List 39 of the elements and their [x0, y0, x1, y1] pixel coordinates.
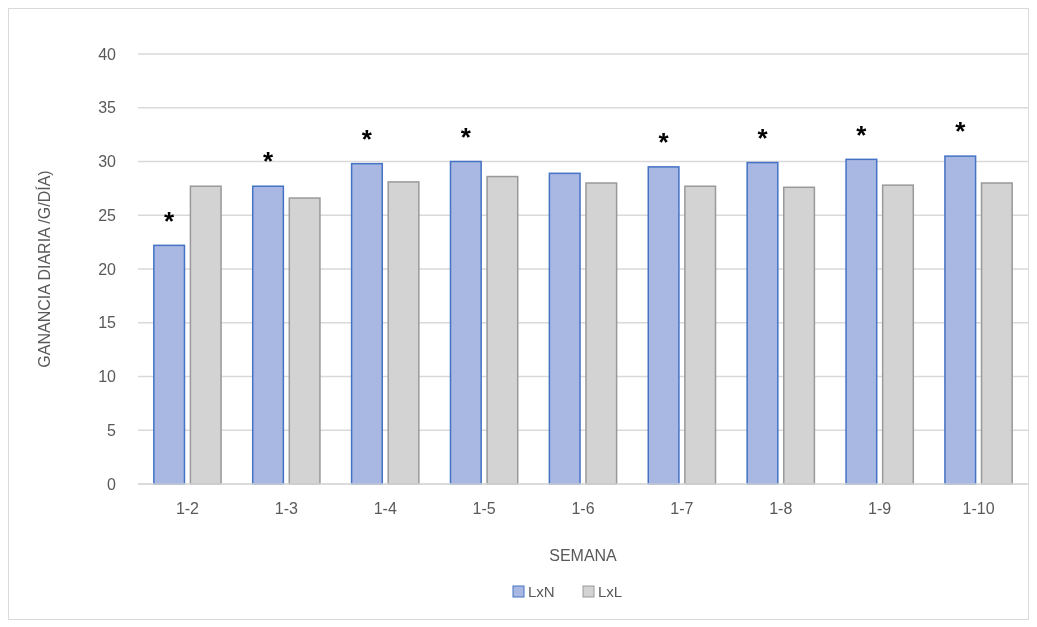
y-tick-label: 40: [98, 45, 117, 63]
annotation: *: [955, 116, 967, 147]
x-tick-label: 1-8: [769, 500, 793, 517]
x-tick-label: 1-6: [571, 500, 595, 517]
bar: [449, 160, 482, 485]
legend-label: LxN: [528, 583, 555, 600]
bar: [845, 158, 878, 485]
x-tick-label: 1-5: [472, 500, 496, 517]
bar: [548, 172, 581, 485]
y-tick-label: 25: [98, 206, 117, 224]
y-tick-label: 15: [98, 314, 117, 332]
bar: [746, 161, 779, 485]
bar: [350, 162, 384, 485]
annotation: *: [262, 146, 274, 177]
annotation: *: [757, 122, 769, 153]
annotation: *: [658, 127, 670, 158]
y-tick-label: 35: [98, 99, 117, 117]
annotation: *: [460, 121, 472, 152]
x-tick-label: 1-10: [962, 500, 995, 517]
x-axis-title: SEMANA: [549, 547, 618, 564]
x-tick-label: 1-9: [868, 500, 892, 517]
y-tick-label: 10: [98, 368, 117, 386]
annotation: *: [361, 123, 373, 154]
y-tick-label: 5: [107, 421, 117, 439]
bar: [944, 155, 977, 485]
y-tick-label: 30: [98, 153, 117, 171]
y-tick-label: 20: [98, 260, 117, 278]
annotation: *: [856, 119, 868, 150]
y-tick-label: 0: [107, 475, 117, 493]
x-tick-label: 1-3: [274, 500, 298, 517]
x-tick-label: 1-7: [670, 500, 694, 517]
bar: [251, 185, 285, 485]
annotation: *: [164, 205, 176, 236]
legend-label: LxL: [598, 583, 623, 600]
bar: [153, 244, 186, 485]
bar: [647, 166, 680, 485]
x-tick-label: 1-2: [175, 500, 200, 517]
x-tick-label: 1-4: [373, 500, 397, 517]
y-axis-title: GANANCIA DIARIA /G/DÍA): [35, 170, 53, 368]
